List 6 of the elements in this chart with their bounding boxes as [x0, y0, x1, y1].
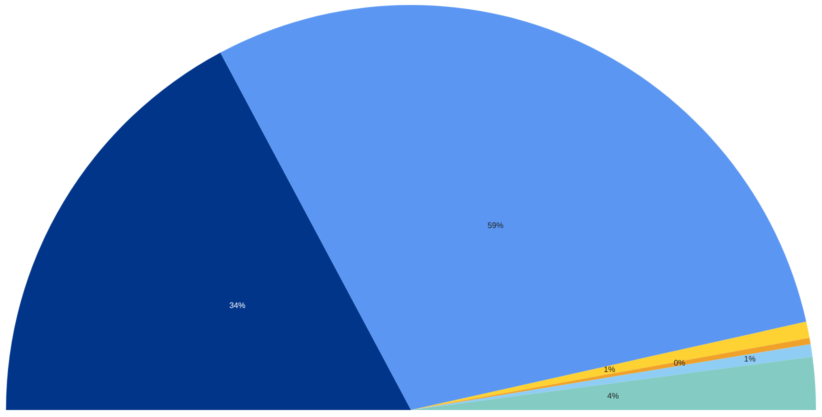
data-label: 0% — [674, 358, 686, 368]
data-label: 59% — [487, 220, 504, 230]
data-label: 34% — [229, 300, 246, 310]
data-label: 4% — [607, 392, 619, 401]
data-label: 1% — [744, 354, 756, 364]
data-label: 1% — [604, 364, 616, 374]
